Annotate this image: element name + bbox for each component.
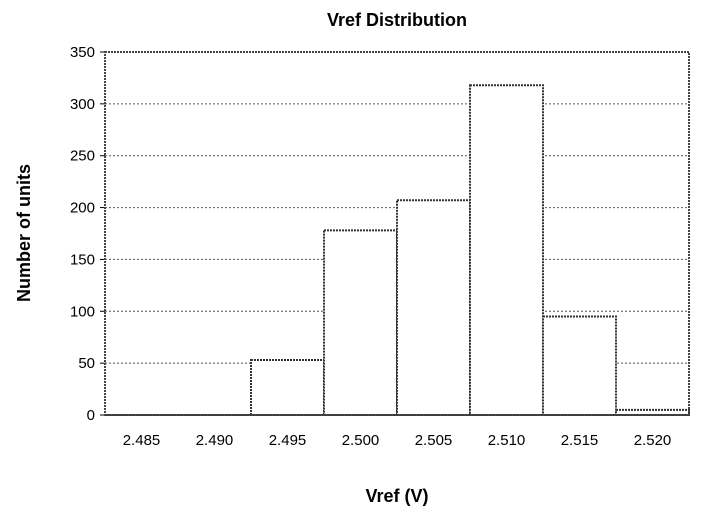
x-tick-label: 2.495 (269, 432, 307, 449)
bars (105, 84, 690, 417)
y-tick-label: 50 (78, 355, 95, 372)
y-tick-label: 200 (70, 200, 95, 217)
chart-title: Vref Distribution (327, 10, 467, 30)
x-axis-label: Vref (V) (365, 486, 428, 506)
x-tick-label: 2.505 (415, 432, 453, 449)
y-tick-label: 300 (70, 96, 95, 113)
y-axis-label: Number of units (14, 164, 34, 302)
y-tick-label: 350 (70, 44, 95, 61)
x-tick-label: 2.485 (123, 432, 161, 449)
bar-2.495 (250, 359, 325, 417)
bar-2.515 (542, 315, 617, 417)
y-axis-ticks: 0 50 100 150 200 250 300 350 (70, 44, 105, 424)
bar-2.505 (396, 199, 471, 416)
y-tick-label: 150 (70, 251, 95, 268)
plot-frame (104, 51, 690, 416)
x-tick-label: 2.510 (488, 432, 526, 449)
y-tick-label: 250 (70, 148, 95, 165)
bar-2.500 (323, 229, 398, 416)
x-tick-label: 2.520 (634, 432, 672, 449)
y-tick-label: 100 (70, 303, 95, 320)
x-tick-label: 2.515 (561, 432, 599, 449)
x-tick-label: 2.500 (342, 432, 380, 449)
x-tick-label: 2.490 (196, 432, 234, 449)
y-tick-label: 0 (87, 407, 95, 424)
bar-2.510 (469, 84, 544, 416)
x-axis-ticks: 2.485 2.490 2.495 2.500 2.505 2.510 2.515 2.520 (123, 432, 672, 449)
